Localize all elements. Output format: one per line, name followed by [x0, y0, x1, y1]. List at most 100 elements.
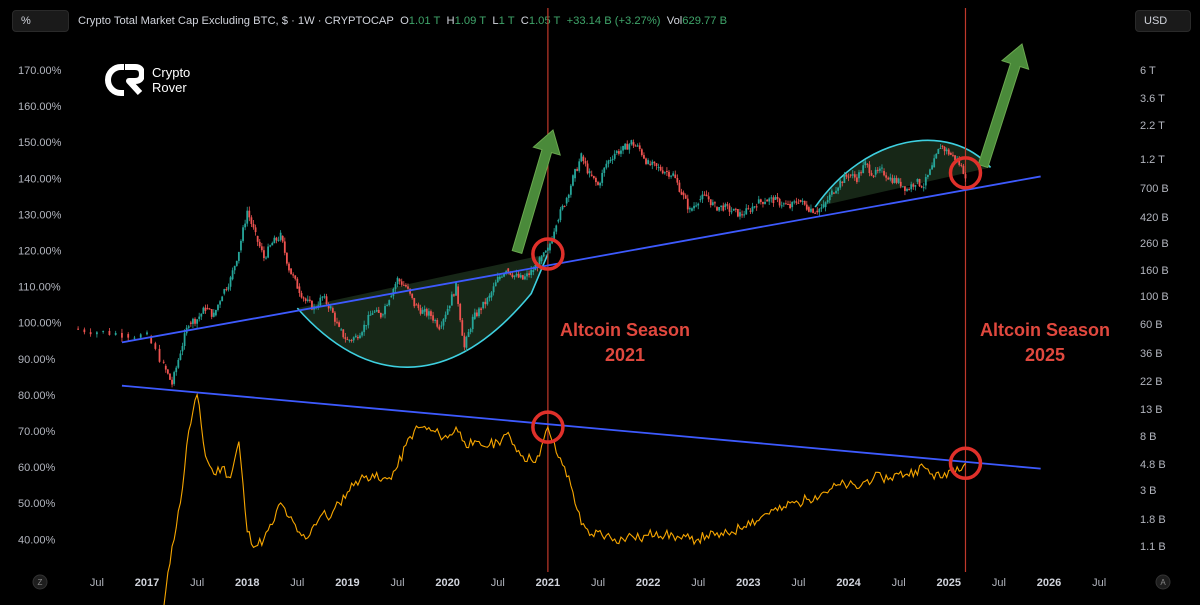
- candle-body: [759, 199, 762, 202]
- candle-body: [826, 200, 829, 203]
- candle-body: [814, 212, 817, 214]
- candle-body: [237, 251, 240, 261]
- candle-body: [396, 277, 399, 285]
- altcoin-season-2021-label: Altcoin Season 2021: [545, 318, 705, 368]
- candle-body: [150, 336, 153, 344]
- candle-body: [866, 163, 869, 165]
- breakout-arrow-2025-shape: [977, 43, 1030, 169]
- y-right-tick: 1.2 T: [1140, 154, 1165, 166]
- x-tick: 2023: [736, 577, 760, 589]
- candle-body: [244, 223, 247, 228]
- candle-body: [453, 294, 455, 296]
- candle-body: [281, 235, 284, 242]
- candle-body: [734, 208, 737, 210]
- candle-body: [438, 326, 441, 330]
- candle-body: [632, 142, 635, 146]
- candle-body: [883, 171, 885, 176]
- candle-body: [331, 308, 334, 313]
- candle-body: [294, 275, 297, 279]
- candle-body: [308, 299, 311, 301]
- y-right-tick: 36 B: [1140, 348, 1163, 360]
- y-left-tick: 40.00%: [18, 534, 56, 546]
- candle-body: [405, 284, 407, 287]
- candle-body: [613, 153, 616, 159]
- cup-2025-fill: [815, 140, 991, 208]
- candle-body: [845, 174, 848, 177]
- candle-body: [797, 202, 800, 204]
- candle-body: [782, 203, 785, 205]
- x-tick: 2020: [435, 577, 459, 589]
- candle-body: [630, 140, 633, 145]
- season-2021-line2: 2021: [604, 345, 646, 365]
- candle-body: [319, 297, 322, 306]
- candle-body: [711, 202, 714, 206]
- candle-body: [227, 286, 230, 290]
- percent-label: %: [21, 15, 31, 27]
- x-tick: Jul: [892, 577, 906, 589]
- candle-body: [856, 177, 858, 183]
- chart-legend: Crypto Total Market Cap Excluding BTC, $…: [78, 15, 727, 27]
- candle-body: [904, 186, 906, 191]
- candle-body: [780, 205, 783, 207]
- candle-body: [688, 208, 691, 210]
- currency-label: USD: [1144, 15, 1168, 27]
- candle-body: [352, 337, 355, 341]
- candle-body: [189, 322, 192, 324]
- candle-body: [920, 186, 923, 188]
- candle-body: [862, 165, 865, 174]
- candle-body: [943, 146, 946, 152]
- candle-body: [260, 246, 263, 251]
- candle-body: [359, 335, 361, 339]
- candle-body: [258, 241, 261, 247]
- candle-body: [574, 169, 576, 179]
- candle-body: [482, 301, 485, 309]
- x-tick: Jul: [491, 577, 505, 589]
- candle-body: [952, 154, 954, 156]
- y-right-tick: 13 B: [1140, 404, 1163, 416]
- candle-body: [643, 155, 645, 159]
- x-tick: 2017: [135, 577, 159, 589]
- candle-body: [342, 329, 345, 338]
- candle-body: [828, 194, 831, 201]
- candle-body: [77, 328, 79, 330]
- candle-body: [325, 296, 328, 305]
- percent-scale-button[interactable]: %: [12, 10, 69, 32]
- candle-body: [340, 329, 343, 331]
- y-left-tick: 70.00%: [18, 426, 56, 438]
- candle-body: [173, 372, 176, 384]
- candle-body: [576, 169, 579, 171]
- lower-trend-line: [121, 384, 1041, 470]
- candle-body: [914, 185, 917, 187]
- candle-body: [292, 274, 295, 276]
- candle-body: [730, 211, 733, 213]
- candle-body: [714, 202, 716, 204]
- candle-body: [327, 304, 330, 309]
- high-key: H: [446, 15, 455, 27]
- candle-body: [296, 278, 299, 289]
- candle-body: [187, 326, 190, 328]
- candle-body: [557, 220, 560, 222]
- candle-body: [246, 210, 249, 224]
- candle-body: [580, 153, 583, 162]
- candle-body: [830, 190, 833, 195]
- candle-body: [267, 246, 270, 258]
- candle-body: [651, 161, 654, 165]
- candle-body: [448, 305, 451, 309]
- candle-body: [334, 312, 336, 322]
- candle-body: [365, 325, 368, 327]
- candle-body: [166, 369, 169, 374]
- x-tick: Jul: [1092, 577, 1106, 589]
- candle-body: [701, 194, 704, 200]
- candle-body: [851, 174, 854, 176]
- candle-body: [498, 276, 501, 280]
- currency-button[interactable]: USD: [1135, 10, 1191, 32]
- candle-body: [198, 316, 201, 319]
- y-left-tick: 90.00%: [18, 354, 56, 366]
- candle-body: [338, 322, 340, 327]
- right-corner-badge-text: A: [1160, 578, 1166, 587]
- candle-body: [379, 312, 382, 318]
- candle-body: [346, 339, 349, 341]
- open-value: 1.01 T: [408, 15, 441, 27]
- candle-body: [582, 156, 585, 162]
